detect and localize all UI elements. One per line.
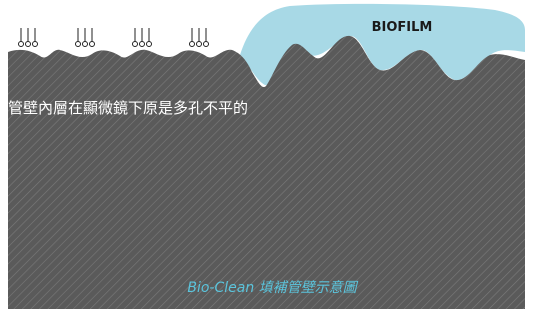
diagram: BIOFILM 管壁內層在顯微鏡下原是多孔不平的 Bio-Clean 填補管壁示… <box>0 0 533 309</box>
biofilm-label: BIOFILM <box>372 20 433 35</box>
description: 管壁內層在顯微鏡下原是多孔不平的 <box>8 99 248 117</box>
caption: Bio-Clean 填補管壁示意圖 <box>187 280 358 296</box>
